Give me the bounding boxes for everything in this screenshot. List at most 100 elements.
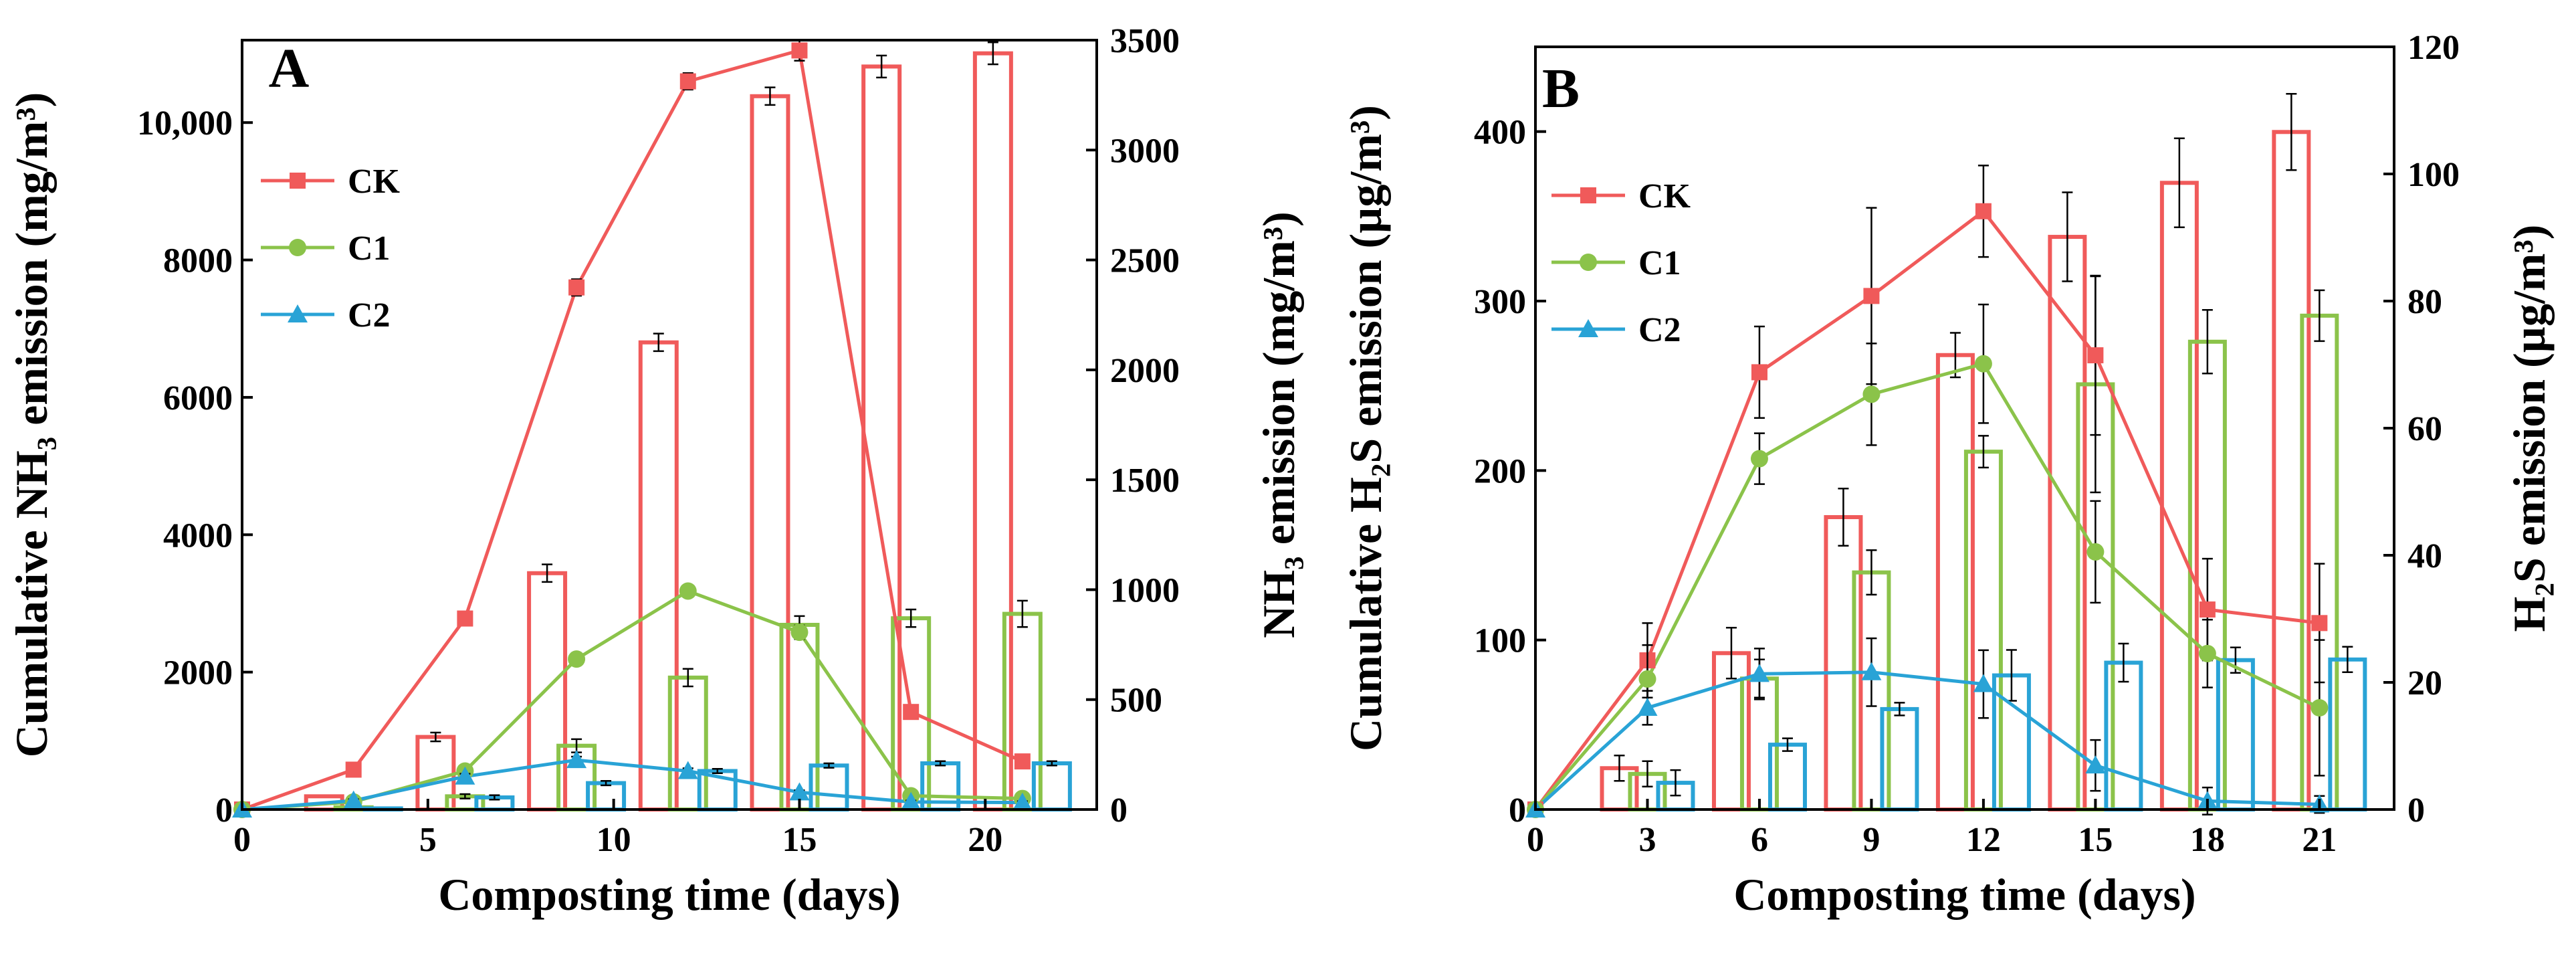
y-left-tick-label: 0 xyxy=(1509,791,1526,830)
point-c1 xyxy=(2086,543,2105,561)
point-ck xyxy=(679,73,696,90)
point-c1 xyxy=(568,650,586,668)
point-ck xyxy=(2087,347,2104,364)
x-tick-label: 15 xyxy=(2078,821,2113,859)
point-c2 xyxy=(789,782,810,801)
line-ck xyxy=(1534,209,2320,811)
point-ck xyxy=(1751,364,1767,381)
y-right-tick-label: 100 xyxy=(2407,156,2460,194)
x-tick-label: 9 xyxy=(1862,821,1880,859)
legend-marker-ck xyxy=(290,173,306,189)
line-c2 xyxy=(1534,670,2320,811)
point-ck xyxy=(903,704,920,721)
y-right-axis-label: H₂S emission (µg/m³) xyxy=(2504,225,2555,632)
y-right-tick-label: 3000 xyxy=(1110,132,1180,170)
y-left-tick-label: 300 xyxy=(1474,283,1526,321)
y-right-tick-label: 0 xyxy=(2407,791,2425,830)
y-left-tick-label: 4000 xyxy=(163,516,233,555)
y-right-tick-label: 0 xyxy=(1110,791,1128,830)
legend-label-ck: CK xyxy=(1638,177,1691,215)
point-c1 xyxy=(2198,644,2216,662)
point-ck xyxy=(345,761,362,778)
y-right-axis-label: NH₃ emission (mg/m³) xyxy=(1253,211,1304,638)
plot-frame xyxy=(241,39,1098,811)
y-right-tick-label: 1000 xyxy=(1110,571,1180,609)
x-tick-label: 15 xyxy=(782,821,817,859)
y-right-tick-label: 3500 xyxy=(1110,22,1180,60)
y-left-tick-label: 2000 xyxy=(163,654,233,692)
point-ck xyxy=(568,279,585,296)
point-c1 xyxy=(1750,450,1768,468)
point-c1 xyxy=(1862,385,1881,403)
line-c2 xyxy=(241,758,1023,812)
panel-a: 0 5 10 15 20 0 2000 4000 6000 8000 10,000 0 500 1000 1… xyxy=(6,22,1304,920)
y-left-tick-label: 8000 xyxy=(163,242,233,280)
point-c2 xyxy=(1861,662,1882,680)
point-c1 xyxy=(790,624,809,642)
panel-label: A xyxy=(269,37,310,100)
y-left-tick-label: 200 xyxy=(1474,452,1526,490)
point-c2 xyxy=(2085,755,2106,774)
point-ck xyxy=(1863,288,1880,304)
point-c2 xyxy=(1012,792,1033,811)
y-left-tick-label: 10,000 xyxy=(137,104,233,142)
point-c2 xyxy=(1973,674,1994,692)
x-tick-label: 21 xyxy=(2302,821,2337,859)
y-left-tick-label: 100 xyxy=(1474,622,1526,660)
x-tick-label: 0 xyxy=(233,821,251,859)
x-tick-label: 0 xyxy=(1527,821,1544,859)
y-left-tick-label: 400 xyxy=(1474,114,1526,152)
legend-marker-ck xyxy=(1580,187,1596,203)
panel-b: 0 3 6 9 12 15 18 21 0 100 200 300 400 0 20 40 60 80 100 120… xyxy=(1340,29,2555,920)
x-tick-label: 20 xyxy=(968,821,1002,859)
x-tick-label: 12 xyxy=(1966,821,2001,859)
y-left-axis-label: Cumulative NH₃ emission (mg/m³) xyxy=(6,92,57,758)
y-left-axis-label: Cumulative H₂S emission (µg/m³) xyxy=(1340,105,1391,751)
x-tick-label: 18 xyxy=(2190,821,2225,859)
legend-label-c1: C1 xyxy=(1638,244,1681,282)
legend-label-c1: C1 xyxy=(348,229,391,268)
point-c1 xyxy=(2311,699,2329,717)
line-c1 xyxy=(1534,361,2321,811)
y-left-tick-label: 0 xyxy=(215,791,233,830)
point-c2 xyxy=(1749,664,1769,682)
point-ck xyxy=(791,42,808,59)
point-ck xyxy=(1014,753,1031,770)
point-c2 xyxy=(901,791,922,810)
y-right-tick-label: 2000 xyxy=(1110,352,1180,390)
x-tick-label: 5 xyxy=(419,821,437,859)
y-right-tick-label: 500 xyxy=(1110,682,1162,720)
point-c2 xyxy=(343,790,364,809)
y-right-tick-label: 60 xyxy=(2407,410,2442,448)
x-axis-label: Composting time (days) xyxy=(438,869,900,920)
point-c1 xyxy=(679,582,697,600)
x-tick-label: 10 xyxy=(597,821,631,859)
legend-label-c2: C2 xyxy=(1638,311,1681,349)
point-ck xyxy=(457,610,473,627)
x-tick-label: 3 xyxy=(1638,821,1656,859)
x-axis-label: Composting time (days) xyxy=(1733,869,2195,920)
point-ck xyxy=(1975,203,1992,219)
legend-marker-c1 xyxy=(1580,254,1597,271)
y-right-tick-label: 1500 xyxy=(1110,462,1180,500)
line-ck xyxy=(241,48,1023,812)
panel-label: B xyxy=(1542,58,1580,120)
legend-label-c2: C2 xyxy=(348,296,391,335)
point-ck xyxy=(2311,615,2328,632)
y-right-tick-label: 120 xyxy=(2407,29,2460,67)
y-right-tick-label: 20 xyxy=(2407,664,2442,702)
legend-marker-c2 xyxy=(1578,319,1598,337)
y-right-tick-label: 40 xyxy=(2407,537,2442,575)
x-tick-label: 6 xyxy=(1751,821,1768,859)
point-c1 xyxy=(1638,670,1656,688)
y-right-tick-label: 2500 xyxy=(1110,242,1180,280)
point-c2 xyxy=(566,750,587,769)
point-ck xyxy=(2199,601,2216,618)
y-right-tick-label: 80 xyxy=(2407,283,2442,321)
legend-label-ck: CK xyxy=(348,163,401,201)
legend-marker-c2 xyxy=(288,304,308,322)
point-c2 xyxy=(455,766,475,785)
point-c2 xyxy=(677,761,698,779)
legend-marker-c1 xyxy=(289,239,306,256)
